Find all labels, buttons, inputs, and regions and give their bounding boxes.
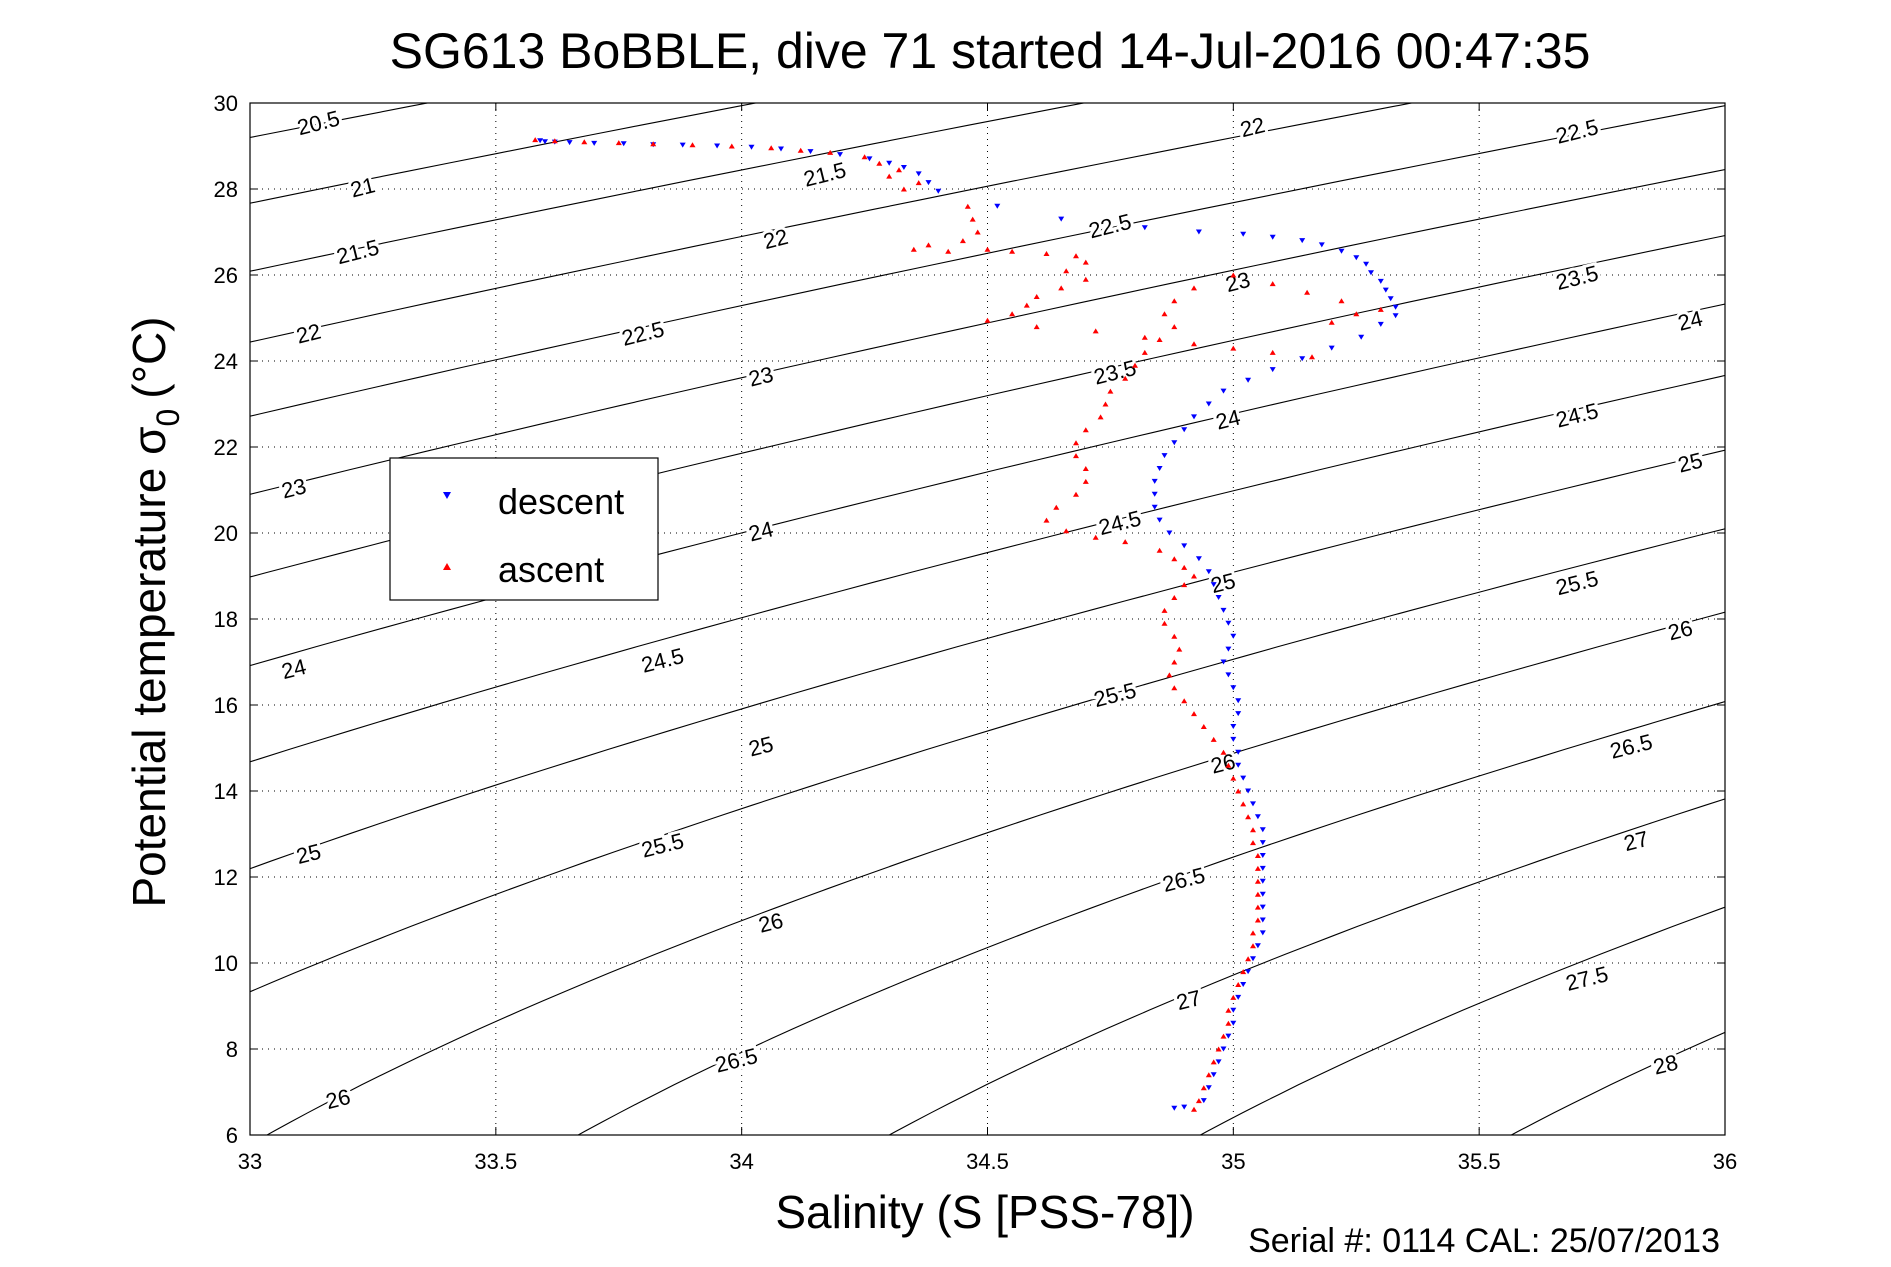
y-tick-label: 22 (214, 435, 238, 460)
y-tick-label: 30 (214, 91, 238, 116)
y-tick-label: 28 (214, 177, 238, 202)
y-axis-label-unit: (°C) (123, 316, 175, 398)
legend: descent ascent (390, 458, 658, 600)
x-tick-label: 33 (238, 1149, 262, 1174)
y-tick-label: 14 (214, 779, 238, 804)
y-tick-label: 10 (214, 951, 238, 976)
y-tick-label: 12 (214, 865, 238, 890)
x-axis-label: Salinity (S [PSS-78]) (775, 1186, 1194, 1238)
y-tick-label: 20 (214, 521, 238, 546)
legend-ascent-label: ascent (498, 549, 604, 590)
x-tick-label: 34 (729, 1149, 753, 1174)
serial-calibration-note: Serial #: 0114 CAL: 25/07/2013 (1248, 1222, 1720, 1260)
y-tick-label: 24 (214, 349, 238, 374)
y-tick-label: 18 (214, 607, 238, 632)
legend-descent-label: descent (498, 481, 624, 522)
x-tick-label: 36 (1713, 1149, 1737, 1174)
y-tick-label: 8 (226, 1037, 238, 1062)
y-axis-label-main: Potential temperature σ (123, 427, 175, 908)
y-tick-label: 6 (226, 1123, 238, 1148)
x-tick-label: 34.5 (966, 1149, 1009, 1174)
chart-title: SG613 BoBBLE, dive 71 started 14-Jul-201… (390, 23, 1591, 79)
x-tick-label: 35 (1221, 1149, 1245, 1174)
y-tick-label: 16 (214, 693, 238, 718)
y-axis-label-subscript: 0 (150, 409, 186, 427)
x-tick-label: 35.5 (1458, 1149, 1501, 1174)
y-tick-label: 26 (214, 263, 238, 288)
x-tick-label: 33.5 (474, 1149, 517, 1174)
